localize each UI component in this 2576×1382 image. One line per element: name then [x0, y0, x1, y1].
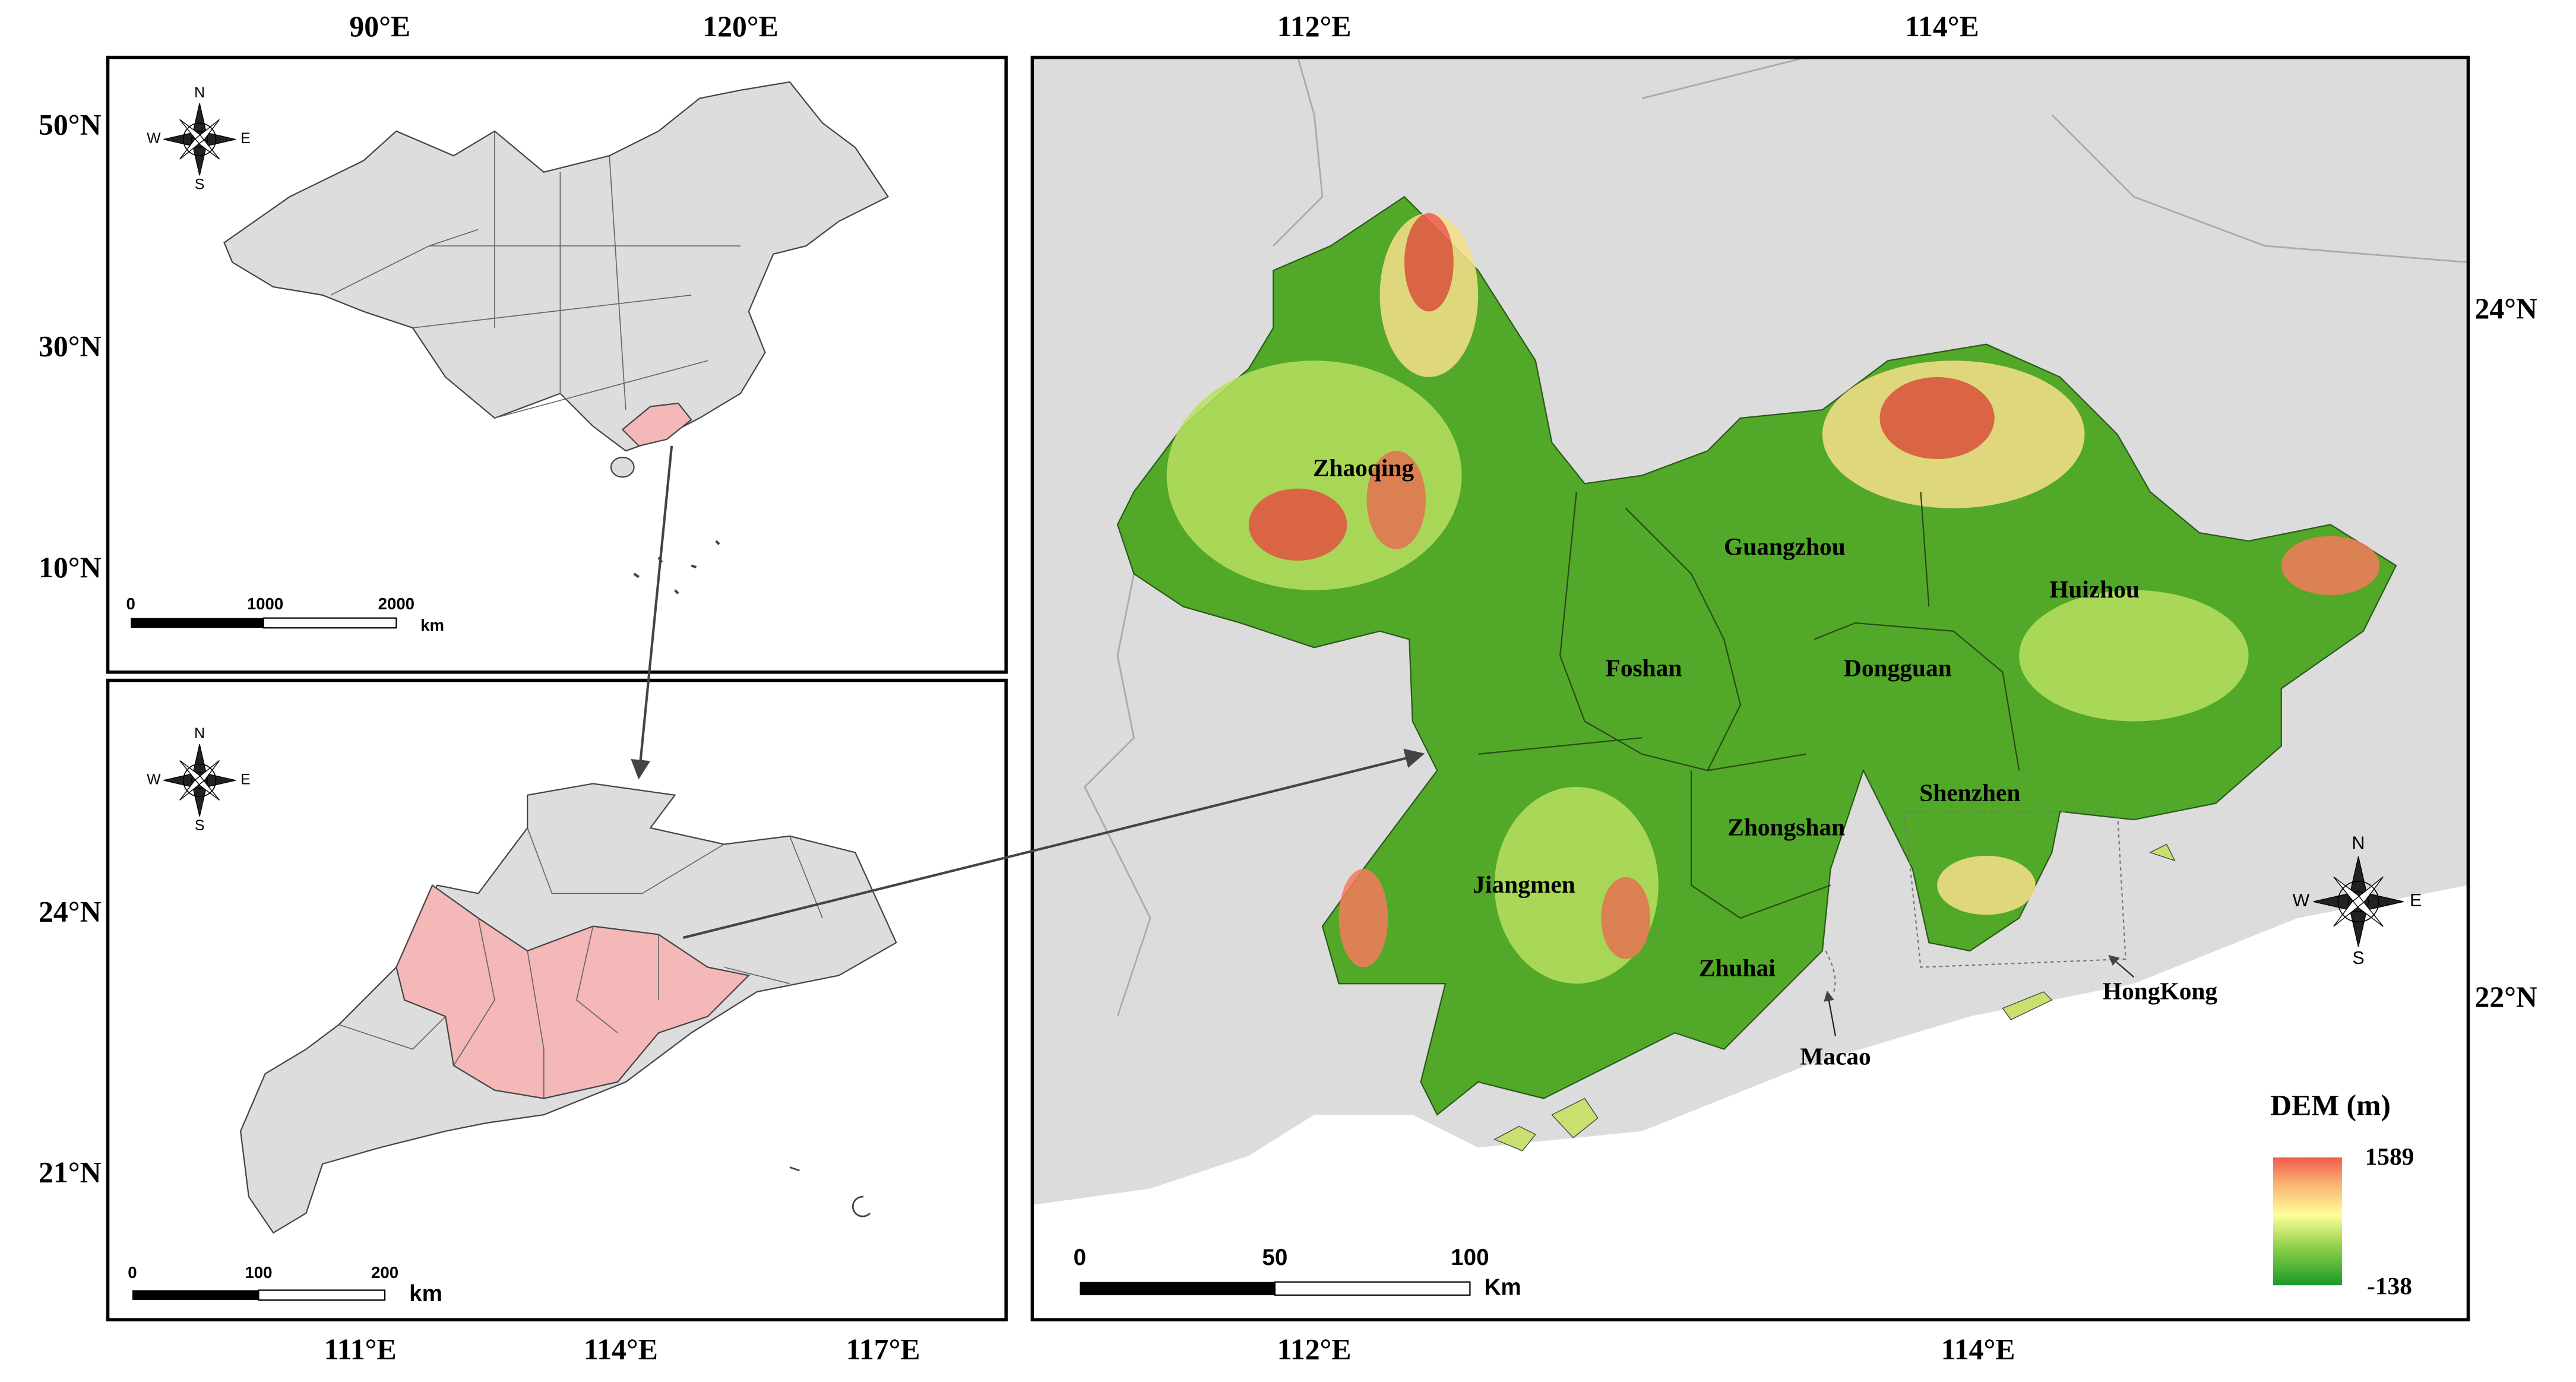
lat-label: 24°N [39, 896, 102, 928]
legend-title: DEM (m) [2270, 1089, 2391, 1121]
scale-label: 50 [1262, 1245, 1287, 1270]
dem-high [1937, 855, 2036, 915]
scale-label: 100 [1451, 1245, 1489, 1270]
scale-label: 0 [128, 1263, 137, 1282]
guangdong-highlight [621, 402, 692, 447]
scale-unit: km [409, 1281, 442, 1307]
lon-label: 114°E [1905, 10, 1979, 43]
compass-letter: E [240, 772, 251, 788]
scale-unit: Km [1484, 1275, 1521, 1300]
scale-label: 200 [371, 1263, 398, 1282]
main-frame [1030, 55, 2470, 1321]
compass-letter: S [195, 818, 205, 834]
dem-highlands [1166, 213, 2380, 984]
scale-bar [262, 617, 397, 629]
dem-peak [2281, 536, 2380, 596]
city-label: Macao [1800, 1043, 1871, 1070]
compass-letter: N [2352, 834, 2365, 853]
hongkong-boundary [1903, 811, 2126, 968]
sea [1032, 885, 2469, 1320]
macao-boundary [1825, 950, 1836, 992]
compass-letter: E [2410, 891, 2422, 910]
city-label: Dongguan [1844, 654, 1952, 681]
lat-label: 21°N [39, 1156, 102, 1189]
dem-peak [1601, 877, 1651, 959]
compass-ring [182, 122, 217, 156]
city-borders [338, 827, 823, 1099]
lon-label: 117°E [846, 1333, 920, 1366]
city-label: Huizhou [2049, 575, 2140, 603]
lon-label: 90°E [349, 10, 410, 43]
scale-label: 0 [126, 594, 135, 613]
city-label: Jiangmen [1473, 871, 1575, 898]
province-borders [330, 131, 741, 419]
hainan [610, 457, 635, 478]
lon-label: 112°E [1277, 1333, 1352, 1366]
arrow [682, 748, 1425, 939]
compass-letter: W [147, 131, 161, 147]
arrow [631, 445, 673, 780]
compass-letter: W [147, 772, 161, 788]
city-label: Shenzhen [1919, 779, 2020, 806]
compass-ring [182, 763, 217, 798]
scale-bar [131, 618, 264, 628]
city-label: Zhuhai [1699, 954, 1776, 982]
compass-letter: E [240, 131, 251, 147]
admin-borders [1084, 57, 2469, 1017]
prd-highlight [395, 884, 751, 1099]
scale-label: 100 [245, 1263, 272, 1282]
lat-label: 22°N [2475, 981, 2538, 1013]
city-label: Zhaoqing [1313, 454, 1414, 482]
scale-bar [132, 1290, 259, 1300]
city-label: HongKong [2103, 977, 2218, 1004]
dem-peak [1366, 451, 1426, 549]
lat-label: 50°N [39, 109, 102, 141]
lon-label: 111°E [324, 1333, 397, 1366]
lat-label: 10°N [39, 551, 102, 584]
city-borders [1478, 492, 2020, 919]
hongkong-pointer [2108, 954, 2135, 978]
compass-letter: N [194, 85, 205, 101]
islands [1493, 843, 2176, 1152]
scale-label: 1000 [247, 594, 283, 613]
lat-label: 24°N [2475, 292, 2538, 325]
dem-peak [1879, 377, 1995, 459]
macao-pointer [1824, 990, 1837, 1036]
dem-peak [1338, 869, 1388, 967]
scale-unit: km [420, 616, 444, 634]
scale-bar [1080, 1282, 1275, 1295]
legend-min: -138 [2367, 1272, 2412, 1299]
scale-bar [258, 1289, 386, 1301]
dem-mid [2019, 590, 2249, 722]
islands [789, 1166, 871, 1217]
compass-letter: W [2293, 891, 2310, 910]
city-label: Zhongshan [1727, 813, 1845, 840]
dem-peak [1248, 488, 1347, 561]
city-label: Foshan [1606, 654, 1682, 681]
compass-letter: S [195, 176, 205, 192]
compass-star [2333, 876, 2384, 927]
compass-ring [2337, 881, 2379, 923]
legend-ramp [2273, 1157, 2342, 1286]
compass-star [179, 760, 220, 801]
compass-star [179, 119, 220, 160]
china-outline [223, 81, 890, 452]
compass-letter: N [194, 726, 205, 742]
legend-max: 1589 [2365, 1143, 2414, 1170]
scale-label: 2000 [378, 594, 414, 613]
scale-label: 0 [1074, 1245, 1086, 1270]
compass-letter: S [2352, 948, 2364, 968]
lon-label: 114°E [584, 1333, 658, 1366]
lon-label: 112°E [1277, 10, 1352, 43]
city-label: Guangzhou [1724, 533, 1846, 560]
lon-label: 114°E [1941, 1333, 2015, 1366]
lon-label: 120°E [702, 10, 779, 43]
lat-label: 30°N [39, 330, 102, 362]
scale-bar [1274, 1281, 1471, 1296]
dem-peak [1404, 213, 1454, 312]
